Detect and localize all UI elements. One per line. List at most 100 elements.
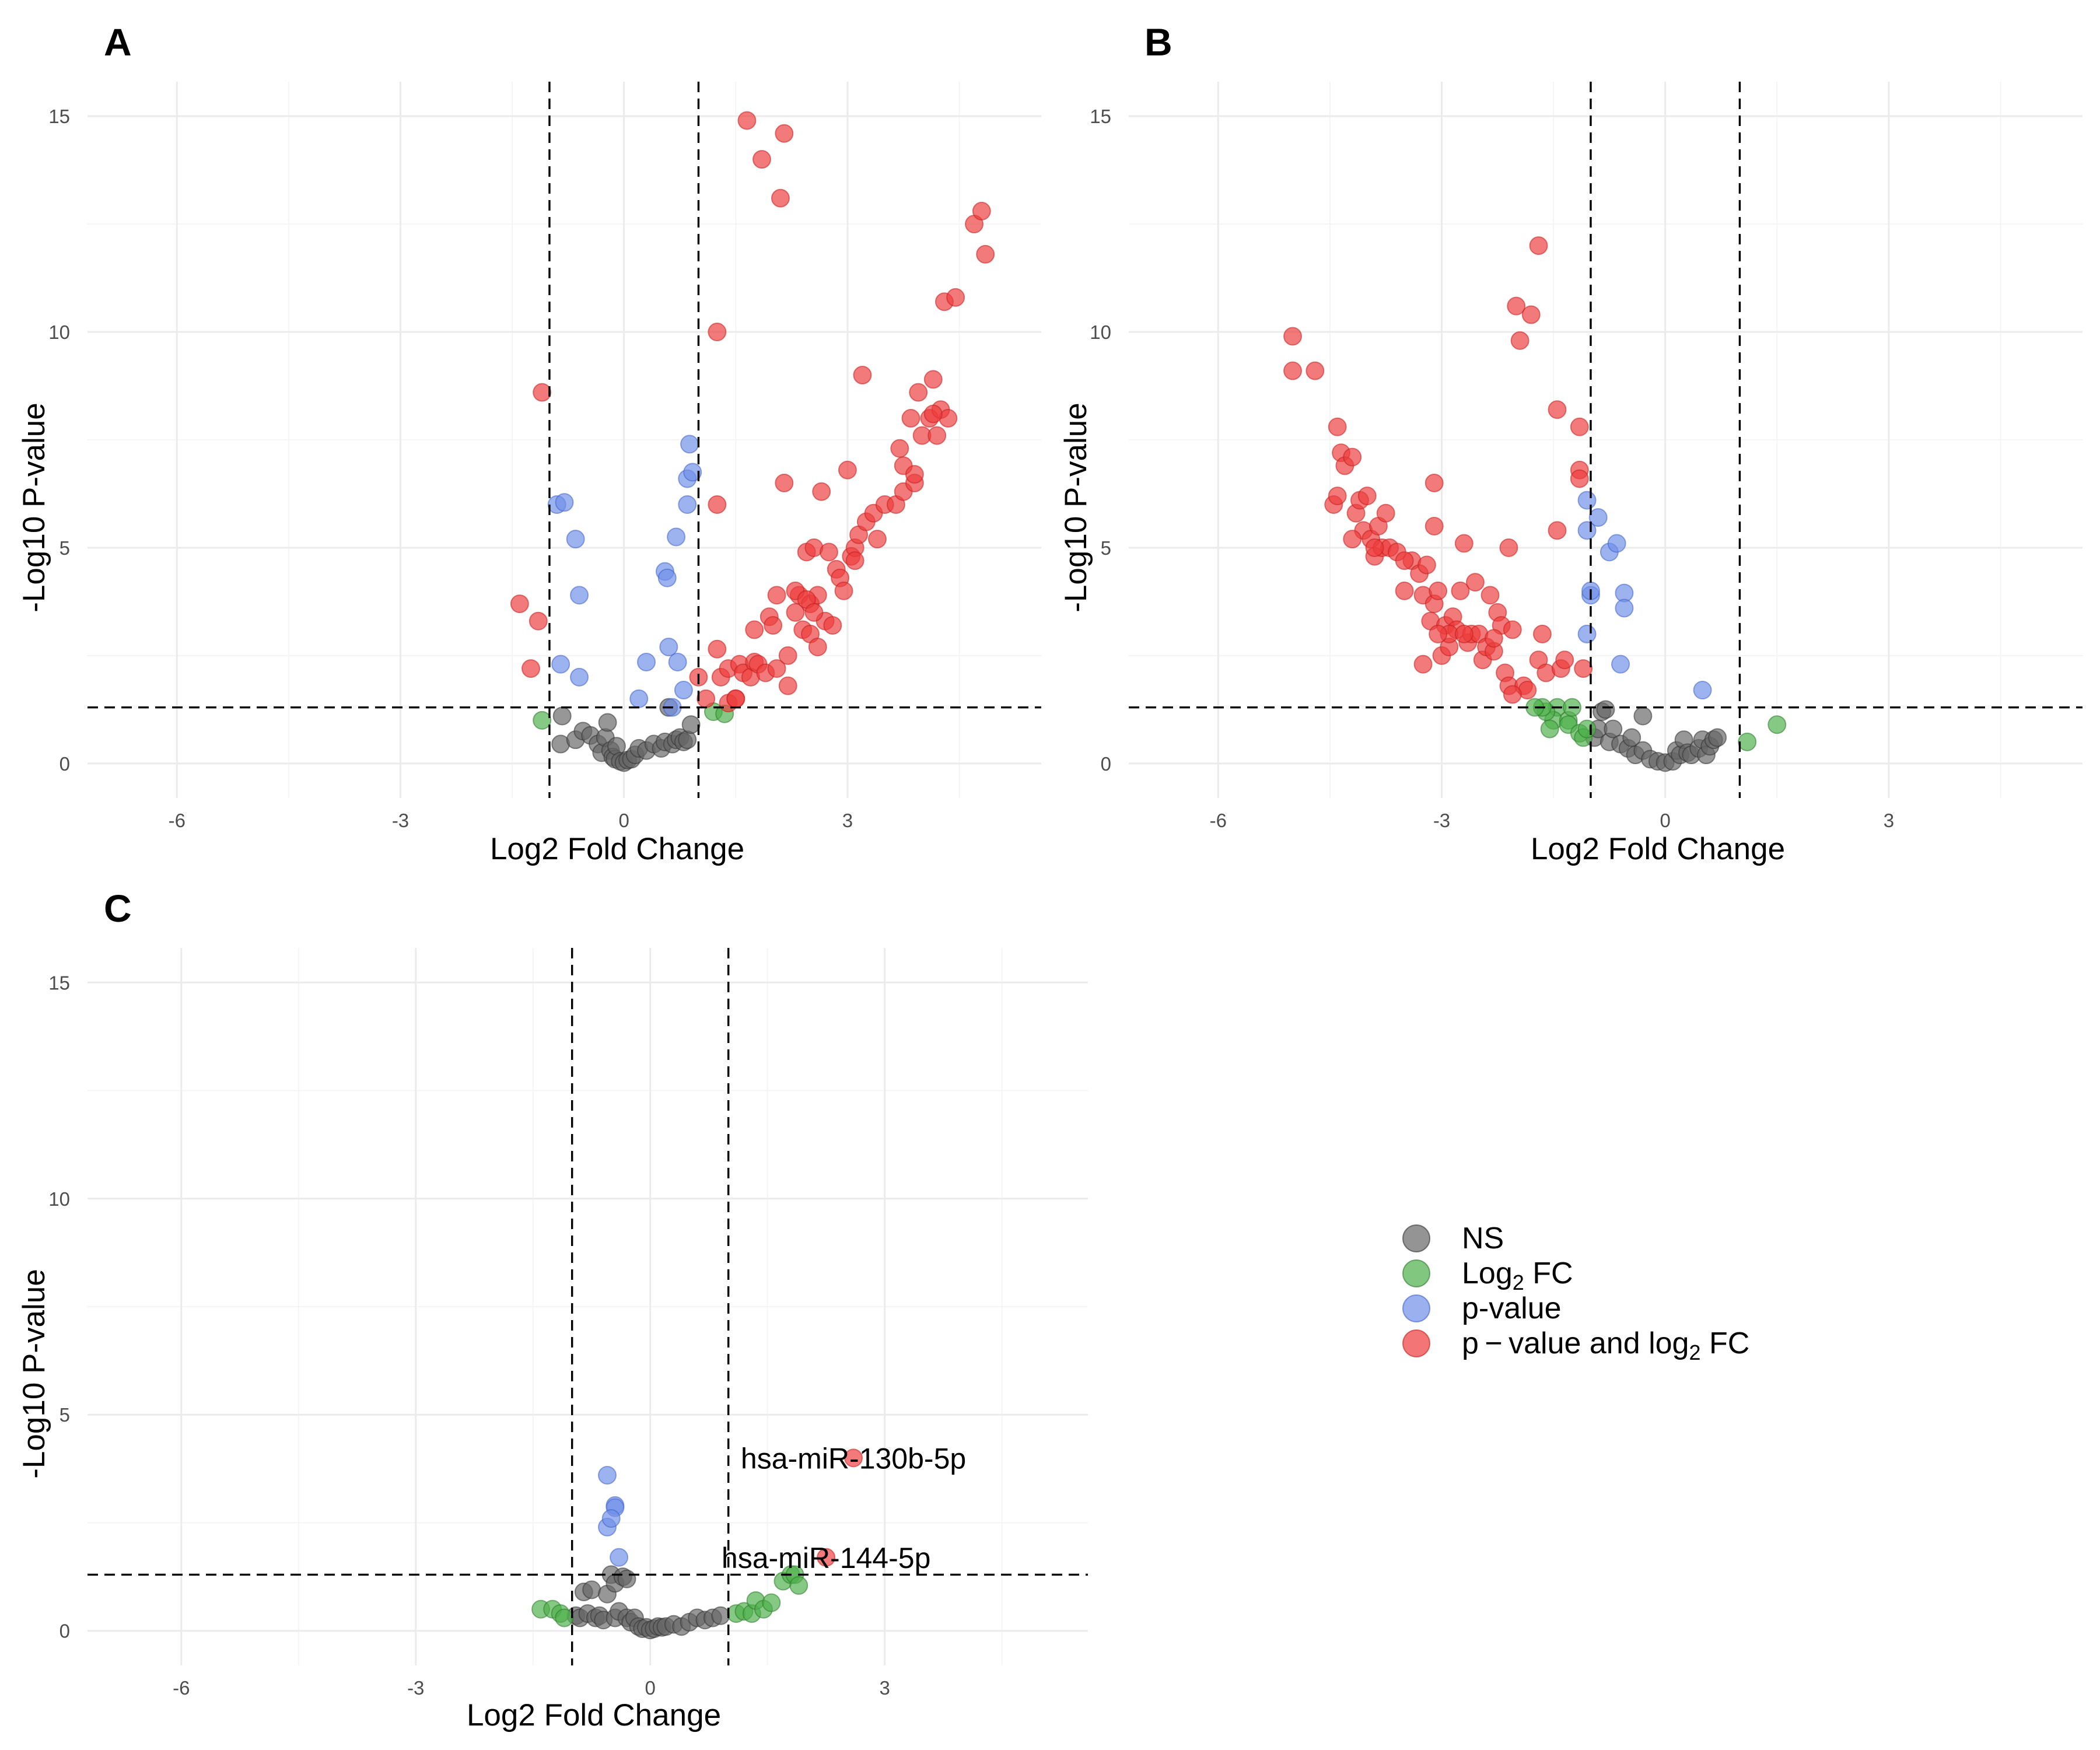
point-fc bbox=[762, 1593, 781, 1612]
panel-c: C -6 -3 0 3 0 5 10 15 Log2 Fold Change -Log10 P-va… bbox=[17, 887, 1088, 1732]
point-ns bbox=[617, 1569, 636, 1588]
point-pfc bbox=[1417, 555, 1436, 575]
point-pfc bbox=[1574, 659, 1593, 678]
point-p bbox=[674, 681, 693, 700]
y-tick-label: 0 bbox=[1101, 753, 1111, 775]
point-ns bbox=[711, 1606, 730, 1625]
point-pfc bbox=[1365, 538, 1384, 557]
point-pfc bbox=[845, 551, 864, 570]
point-pfc bbox=[708, 639, 727, 659]
y-tick-label: 5 bbox=[1101, 537, 1111, 559]
x-tick-label: -6 bbox=[173, 1677, 190, 1699]
y-tick-label: 10 bbox=[1090, 321, 1111, 343]
point-p bbox=[678, 495, 697, 514]
point-pfc bbox=[817, 1548, 836, 1567]
x-tick-label: 0 bbox=[645, 1677, 656, 1699]
x-tick-label: 3 bbox=[1884, 810, 1894, 831]
x-tick-label: 3 bbox=[879, 1677, 890, 1699]
point-pfc bbox=[1555, 650, 1574, 670]
point-p bbox=[570, 667, 589, 687]
point-pfc bbox=[1283, 327, 1303, 346]
y-tick-label: 5 bbox=[60, 1404, 70, 1426]
point-pfc bbox=[812, 482, 831, 501]
point-ns bbox=[1604, 719, 1623, 738]
point-pfc bbox=[976, 244, 995, 264]
y-axis-title: -Log10 P-value bbox=[17, 1269, 51, 1478]
point-pfc bbox=[775, 124, 794, 143]
point-pfc bbox=[1454, 624, 1474, 643]
panel-b: B -6 -3 0 3 0 5 10 15 Log2 Fold Change -Log10 P-va… bbox=[1059, 20, 2082, 866]
point-pfc bbox=[745, 620, 764, 639]
point-pfc bbox=[946, 288, 965, 307]
point-ns bbox=[1596, 700, 1615, 719]
point-pfc bbox=[522, 659, 541, 678]
point-pfc bbox=[1532, 624, 1552, 643]
legend-item-pfc: p − value and log2 FC bbox=[1402, 1326, 1749, 1364]
point-p bbox=[551, 654, 570, 674]
point-pfc bbox=[752, 150, 771, 169]
legend-item-fc: Log2 FC bbox=[1402, 1256, 1573, 1294]
point-p bbox=[1615, 598, 1634, 618]
point-p bbox=[570, 586, 589, 605]
point-pfc bbox=[1376, 503, 1395, 523]
point-pfc bbox=[901, 409, 921, 428]
x-tick-label: -3 bbox=[1433, 810, 1450, 831]
point-fc bbox=[789, 1576, 808, 1595]
legend-item-p: p-value bbox=[1402, 1292, 1562, 1325]
legend-label: Log2 FC bbox=[1462, 1256, 1573, 1294]
point-p bbox=[1577, 521, 1597, 540]
legend-swatch bbox=[1402, 1224, 1430, 1252]
point-pfc bbox=[533, 383, 552, 402]
panel-tag: C bbox=[104, 887, 132, 930]
point-pfc bbox=[823, 616, 842, 635]
x-tick-label: 3 bbox=[842, 810, 853, 831]
point-pfc bbox=[808, 638, 827, 657]
x-tick-label: 0 bbox=[1660, 810, 1671, 831]
point-p bbox=[1577, 491, 1597, 510]
point-pfc bbox=[778, 646, 797, 665]
point-pfc bbox=[528, 611, 548, 631]
point-pfc bbox=[844, 1448, 863, 1468]
point-pfc bbox=[1454, 534, 1474, 553]
point-p bbox=[668, 652, 687, 671]
point-fc bbox=[555, 1608, 574, 1628]
point-p bbox=[555, 493, 574, 512]
point-pfc bbox=[1570, 417, 1589, 436]
point-pfc bbox=[1548, 400, 1567, 419]
point-p bbox=[1577, 624, 1597, 643]
point-pfc bbox=[1306, 361, 1325, 380]
point-pfc bbox=[1424, 473, 1444, 492]
x-tick-label: 0 bbox=[619, 810, 629, 831]
x-tick-label: -3 bbox=[407, 1677, 424, 1699]
point-pfc bbox=[909, 383, 928, 402]
point-pfc bbox=[838, 460, 857, 480]
point-pfc bbox=[726, 689, 746, 708]
point-pfc bbox=[1357, 487, 1377, 506]
legend-label: p − value and log2 FC bbox=[1462, 1326, 1749, 1364]
point-pfc bbox=[1429, 624, 1448, 643]
point-fc bbox=[1768, 715, 1787, 734]
point-p bbox=[566, 530, 585, 549]
point-label: hsa-miR-144-5p bbox=[722, 1542, 930, 1574]
point-pfc bbox=[853, 366, 872, 385]
legend-swatch bbox=[1402, 1259, 1430, 1287]
panel-a: A -6 -3 0 3 0 5 10 15 Log2 Fold Change -Log10 P-va… bbox=[17, 20, 1041, 866]
point-ns bbox=[598, 713, 617, 732]
point-pfc bbox=[1424, 516, 1444, 536]
point-pfc bbox=[767, 659, 786, 678]
point-pfc bbox=[767, 586, 786, 605]
y-axis-title: -Log10 P-value bbox=[17, 402, 51, 612]
point-pfc bbox=[1503, 685, 1522, 704]
x-tick-label: -3 bbox=[392, 810, 409, 831]
point-p bbox=[683, 463, 702, 482]
point-pfc bbox=[1548, 521, 1567, 540]
y-tick-label: 15 bbox=[48, 106, 70, 127]
point-pfc bbox=[1510, 331, 1530, 350]
point-pfc bbox=[771, 188, 790, 208]
y-tick-label: 10 bbox=[48, 321, 70, 343]
point-ns bbox=[1633, 706, 1653, 726]
point-pfc bbox=[1465, 573, 1485, 592]
point-ns bbox=[1708, 728, 1727, 747]
